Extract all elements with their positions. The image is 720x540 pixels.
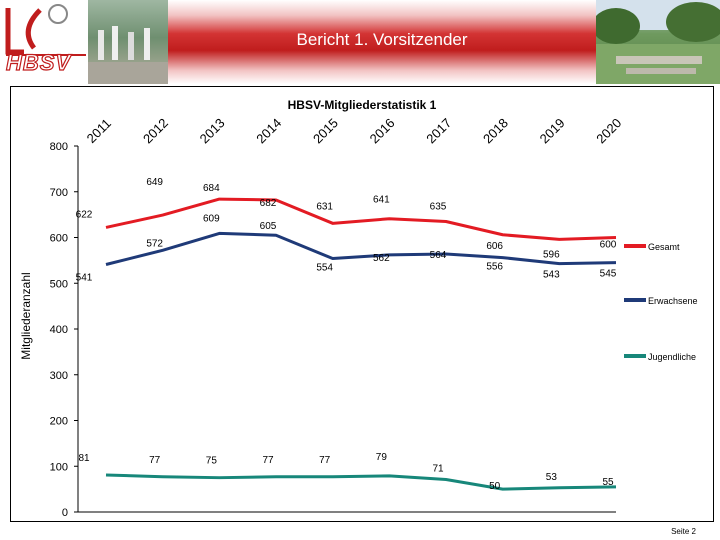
data-label: 596	[543, 249, 560, 260]
data-label: 605	[260, 221, 277, 232]
data-label: 649	[146, 177, 163, 188]
series-line	[105, 231, 617, 266]
data-label: 631	[316, 201, 333, 212]
data-label: 77	[319, 455, 331, 466]
data-labels: 622 649 684 682 631 641 635 606 596 600 541 572 609 6…	[76, 177, 617, 492]
x-tick-label: 2020	[593, 115, 624, 146]
data-label: 75	[206, 456, 218, 467]
legend-label: Jugendliche	[648, 352, 696, 362]
data-label: 635	[430, 201, 447, 212]
legend-label: Gesamt	[648, 242, 680, 252]
data-label: 545	[600, 269, 617, 280]
y-tick-label: 700	[50, 187, 68, 199]
data-label: 554	[316, 263, 333, 274]
data-label: 600	[600, 240, 617, 251]
x-tick-label: 2013	[197, 115, 228, 146]
data-label: 50	[489, 481, 501, 492]
data-label: 55	[602, 477, 614, 488]
logo-text: HBSV	[5, 49, 72, 75]
y-tick-label: 600	[50, 233, 68, 245]
data-label: 541	[76, 272, 93, 283]
x-tick-label: 2016	[367, 115, 398, 146]
data-label: 53	[546, 472, 558, 483]
x-tick-label: 2018	[480, 115, 511, 146]
hbsv-logo: HBSV	[0, 0, 88, 84]
series-line	[105, 473, 617, 491]
x-tick-label: 2019	[537, 115, 568, 146]
chart-frame	[10, 86, 714, 522]
data-label: 77	[262, 455, 274, 466]
legend-swatch	[624, 244, 646, 248]
data-label: 543	[543, 270, 560, 281]
x-tick-label: 2012	[140, 115, 171, 146]
x-tick-label: 2015	[310, 115, 341, 146]
data-label: 562	[373, 253, 390, 264]
legend-swatch	[624, 354, 646, 358]
data-label: 564	[430, 250, 447, 261]
series-line	[105, 197, 617, 241]
x-tick-label: 2011	[84, 116, 114, 146]
legend-label: Erwachsene	[648, 296, 698, 306]
header-banner: HBSV Bericht 1. Vorsitzender	[0, 0, 720, 84]
data-label: 684	[203, 183, 220, 194]
x-tick-label: 2014	[253, 115, 284, 146]
data-label: 81	[78, 453, 90, 464]
y-tick-label: 800	[50, 141, 68, 153]
header-photo-right	[596, 0, 720, 84]
y-tick-label: 300	[50, 370, 68, 382]
data-label: 622	[76, 209, 93, 220]
header-photo-left	[88, 0, 168, 84]
data-label: 682	[260, 198, 277, 209]
chart-title: HBSV-Mitgliederstatistik 1	[288, 98, 437, 112]
y-axis-label: Mitgliederanzahl	[19, 272, 33, 359]
chart-legend: Gesamt Erwachsene Jugendliche	[624, 242, 698, 362]
y-tick-label: 0	[62, 507, 68, 519]
data-label: 79	[376, 452, 388, 463]
series-lines	[105, 197, 617, 491]
y-tick-label: 200	[50, 416, 68, 428]
data-label: 606	[486, 241, 503, 252]
x-axis-ticks: 2011 2012 2013 2014 2015 2016 2017 2018 2019 2020	[84, 115, 625, 146]
page-title: Bericht 1. Vorsitzender	[296, 30, 468, 49]
x-tick-label: 2017	[423, 115, 454, 146]
data-label: 641	[373, 195, 390, 206]
title-bar	[168, 0, 596, 84]
y-tick-label: 500	[50, 278, 68, 290]
data-label: 609	[203, 213, 220, 224]
y-axis-ticks: 0 100 200 300 400 500 600 700 800	[50, 141, 78, 519]
data-label: 71	[432, 464, 444, 475]
data-label: 77	[149, 455, 161, 466]
logo-graphic	[5, 4, 86, 56]
y-tick-label: 100	[50, 461, 68, 473]
data-label: 572	[146, 238, 163, 249]
legend-swatch	[624, 298, 646, 302]
y-tick-label: 400	[50, 324, 68, 336]
data-label: 556	[486, 262, 503, 273]
page-number: Seite 2	[671, 527, 696, 536]
